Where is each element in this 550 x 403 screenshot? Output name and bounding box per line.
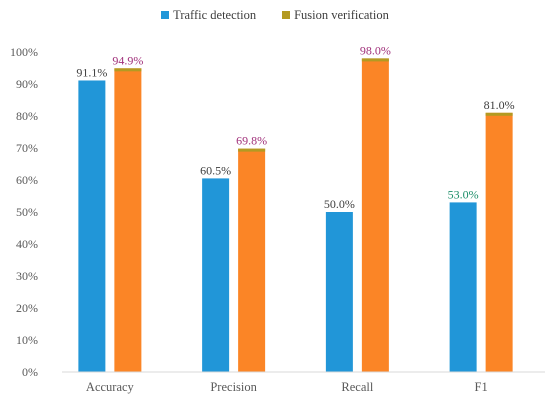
legend-item-traffic-detection: Traffic detection	[161, 8, 256, 23]
y-tick-label: 70%	[16, 141, 38, 155]
y-tick-label: 90%	[16, 77, 38, 91]
bar-top-accent	[114, 68, 142, 72]
legend-item-fusion-verification: Fusion verification	[282, 8, 389, 23]
y-tick-label: 20%	[16, 301, 38, 315]
chart-legend: Traffic detection Fusion verification	[0, 6, 550, 24]
bar-traffic-detection-recall	[325, 212, 353, 372]
data-label: 94.9%	[112, 53, 143, 67]
y-tick-label: 0%	[22, 365, 38, 379]
legend-swatch-traffic-detection	[161, 11, 170, 19]
y-tick-label: 40%	[16, 237, 38, 251]
y-tick-label: 50%	[16, 205, 38, 219]
legend-label-traffic-detection: Traffic detection	[173, 7, 257, 22]
legend-label-fusion-verification: Fusion verification	[294, 7, 389, 22]
y-tick-label: 30%	[16, 269, 38, 283]
bar-traffic-detection-accuracy	[78, 80, 106, 372]
bar-traffic-detection-f1	[449, 202, 477, 372]
bar-traffic-detection-precision	[202, 178, 230, 372]
bar-fusion-verification-f1	[485, 112, 513, 373]
y-tick-label: 60%	[16, 173, 38, 187]
y-tick-label: 80%	[16, 109, 38, 123]
data-label: 69.8%	[236, 134, 267, 148]
bar-top-accent	[485, 112, 513, 116]
x-tick-label: Accuracy	[86, 380, 135, 394]
data-label: 91.1%	[76, 65, 107, 79]
bar-fusion-verification-recall	[361, 58, 389, 373]
bar-fusion-verification-accuracy	[114, 68, 142, 372]
x-tick-label: F1	[475, 380, 488, 394]
data-label: 81.0%	[484, 98, 515, 112]
bar-top-accent	[361, 58, 389, 62]
data-label: 53.0%	[448, 187, 479, 201]
x-tick-label: Recall	[341, 380, 373, 394]
data-label: 60.5%	[200, 163, 231, 177]
x-tick-label: Precision	[210, 380, 257, 394]
data-label: 98.0%	[360, 43, 391, 57]
bar-top-accent	[238, 148, 266, 152]
y-tick-label: 10%	[16, 333, 38, 347]
bar-fusion-verification-precision	[238, 148, 266, 372]
y-tick-label: 100%	[10, 45, 38, 59]
legend-swatch-fusion-verification	[282, 11, 291, 19]
data-label: 50.0%	[324, 197, 355, 211]
